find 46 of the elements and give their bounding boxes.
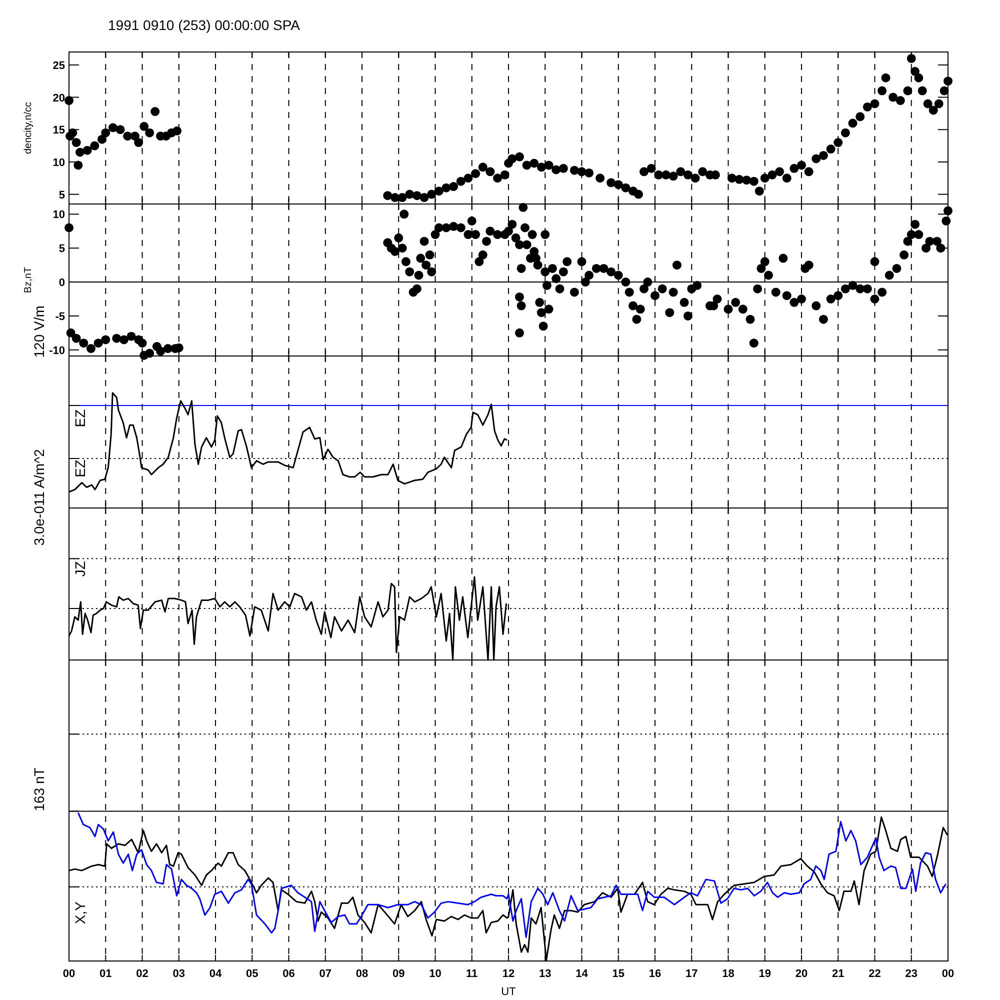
- x-tick-label: 07: [319, 968, 332, 980]
- x-tick-label: 09: [392, 968, 405, 980]
- x-tick-label: 02: [136, 968, 148, 980]
- x-tick-label: 00: [942, 968, 954, 980]
- y-tick-label: 10: [52, 156, 65, 169]
- x-tick-label: 16: [648, 968, 662, 980]
- text: 3.0e-011 A/m^2: [31, 448, 47, 546]
- y-axis-title: JZ: [72, 560, 88, 577]
- x-tick-label: 08: [356, 968, 368, 980]
- y-tick-label: 20: [52, 92, 65, 104]
- x-tick-label: 05: [246, 968, 258, 980]
- x-tick-label: 20: [795, 968, 808, 980]
- x-tick-label: 13: [539, 968, 552, 980]
- text: 120 V/m: [31, 306, 47, 358]
- y-axis-title: EZ: [72, 408, 88, 428]
- x-tick-label: 10: [429, 968, 442, 980]
- x-tick-label: 23: [905, 968, 918, 980]
- x-tick-label: 03: [172, 968, 185, 980]
- y-tick-label: 0: [58, 277, 65, 290]
- y-tick-label: 15: [52, 124, 65, 137]
- x-tick-label: 01: [100, 968, 112, 980]
- y-tick-label: 5: [58, 243, 65, 256]
- chart-title: 1991 0910 (253) 00:00:00 SPA: [108, 17, 301, 33]
- annotation: EZ: [72, 459, 88, 478]
- x-tick-label: 19: [758, 968, 771, 980]
- y-tick-label: -10: [49, 344, 65, 357]
- x-tick-label: 21: [832, 968, 844, 980]
- y-tick-label: 5: [58, 189, 65, 202]
- x-tick-label: 04: [209, 968, 222, 980]
- y-axis-title: Bz,nT: [23, 266, 34, 294]
- text: 163 nT: [31, 767, 47, 812]
- y-axis-title: dencity,n/cc: [23, 102, 34, 154]
- x-tick-label: 06: [282, 968, 295, 980]
- x-axis-title: UT: [501, 986, 516, 998]
- x-tick-label: 14: [576, 968, 589, 980]
- x-tick-label: 00: [62, 968, 76, 980]
- y-tick-label: 25: [52, 60, 65, 72]
- x-tick-label: 15: [612, 968, 624, 980]
- x-tick-label: 11: [466, 968, 478, 980]
- x-tick-label: 12: [502, 968, 515, 980]
- x-tick-label: 17: [686, 968, 698, 980]
- x-tick-label: 22: [868, 968, 881, 980]
- x-tick-label: 18: [722, 968, 734, 980]
- y-axis-title: X,Y: [72, 900, 88, 924]
- y-tick-label: 10: [52, 209, 65, 222]
- y-tick-label: -5: [55, 310, 65, 323]
